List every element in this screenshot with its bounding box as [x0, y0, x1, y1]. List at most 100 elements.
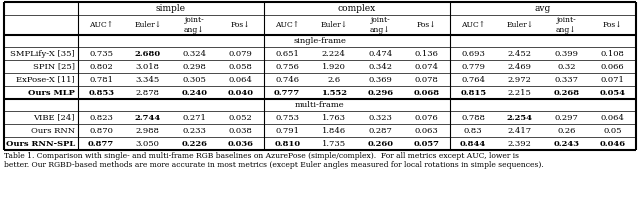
Text: 0.369: 0.369	[368, 75, 392, 84]
Text: 0.226: 0.226	[181, 139, 207, 147]
Text: 2.469: 2.469	[508, 62, 532, 70]
Text: Pos↓: Pos↓	[417, 21, 436, 29]
Text: Pos↓: Pos↓	[231, 21, 251, 29]
Text: 0.651: 0.651	[275, 50, 299, 57]
Text: 0.058: 0.058	[229, 62, 253, 70]
Text: Ours RNN-SPL: Ours RNN-SPL	[6, 139, 75, 147]
Text: 0.05: 0.05	[604, 126, 622, 134]
Text: 0.324: 0.324	[182, 50, 206, 57]
Text: joint-
ang↓: joint- ang↓	[556, 16, 577, 34]
Text: VIBE [24]: VIBE [24]	[33, 114, 75, 121]
Text: 2.254: 2.254	[507, 114, 532, 121]
Text: 0.243: 0.243	[553, 139, 579, 147]
Text: 0.802: 0.802	[90, 62, 113, 70]
Text: 1.735: 1.735	[322, 139, 346, 147]
Text: simple: simple	[156, 4, 186, 13]
Text: 0.753: 0.753	[275, 114, 300, 121]
Text: 0.038: 0.038	[229, 126, 253, 134]
Text: 2.392: 2.392	[508, 139, 532, 147]
Text: AUC↑: AUC↑	[275, 21, 300, 29]
Text: 0.268: 0.268	[553, 88, 579, 97]
Text: ExPose-X [11]: ExPose-X [11]	[16, 75, 75, 84]
Text: 0.271: 0.271	[182, 114, 206, 121]
Text: 0.260: 0.260	[367, 139, 393, 147]
Text: 2.6: 2.6	[327, 75, 340, 84]
Text: 2.680: 2.680	[134, 50, 161, 57]
Text: 0.066: 0.066	[601, 62, 625, 70]
Text: 0.823: 0.823	[90, 114, 113, 121]
Text: 0.853: 0.853	[88, 88, 115, 97]
Text: avg: avg	[535, 4, 551, 13]
Text: Table 1. Comparison with single- and multi-frame RGB baselines on AzurePose (sim: Table 1. Comparison with single- and mul…	[4, 152, 519, 160]
Text: 1.920: 1.920	[322, 62, 346, 70]
Text: 0.136: 0.136	[415, 50, 438, 57]
Text: 0.287: 0.287	[368, 126, 392, 134]
Text: 0.777: 0.777	[274, 88, 300, 97]
Text: 0.342: 0.342	[368, 62, 392, 70]
Text: Euler↓: Euler↓	[320, 21, 348, 29]
Text: 0.693: 0.693	[461, 50, 485, 57]
Text: 0.108: 0.108	[601, 50, 625, 57]
Text: Pos↓: Pos↓	[603, 21, 623, 29]
Text: 0.305: 0.305	[182, 75, 206, 84]
Text: 0.32: 0.32	[557, 62, 575, 70]
Text: joint-
ang↓: joint- ang↓	[184, 16, 205, 34]
Text: 3.018: 3.018	[136, 62, 160, 70]
Text: 0.781: 0.781	[89, 75, 113, 84]
Text: 1.846: 1.846	[322, 126, 346, 134]
Text: 0.057: 0.057	[413, 139, 440, 147]
Text: 0.054: 0.054	[600, 88, 626, 97]
Text: 0.870: 0.870	[90, 126, 113, 134]
Text: 0.063: 0.063	[415, 126, 438, 134]
Text: 0.764: 0.764	[461, 75, 485, 84]
Text: 2.452: 2.452	[508, 50, 532, 57]
Text: 0.297: 0.297	[554, 114, 578, 121]
Text: 0.26: 0.26	[557, 126, 575, 134]
Text: AUC↑: AUC↑	[89, 21, 113, 29]
Text: multi-frame: multi-frame	[295, 101, 345, 109]
Text: 0.064: 0.064	[601, 114, 625, 121]
Text: 0.064: 0.064	[229, 75, 253, 84]
Text: 0.046: 0.046	[600, 139, 626, 147]
Text: 0.756: 0.756	[275, 62, 299, 70]
Text: 0.074: 0.074	[415, 62, 439, 70]
Text: SPIN [25]: SPIN [25]	[33, 62, 75, 70]
Text: 0.399: 0.399	[554, 50, 579, 57]
Text: Ours RNN: Ours RNN	[31, 126, 75, 134]
Text: 3.345: 3.345	[136, 75, 160, 84]
Text: 0.036: 0.036	[228, 139, 253, 147]
Text: 2.417: 2.417	[508, 126, 532, 134]
Text: SMPLify-X [35]: SMPLify-X [35]	[10, 50, 75, 57]
Text: 0.298: 0.298	[182, 62, 206, 70]
Text: 0.791: 0.791	[275, 126, 300, 134]
Text: 2.878: 2.878	[136, 88, 160, 97]
Text: 0.337: 0.337	[554, 75, 579, 84]
Text: 3.050: 3.050	[136, 139, 160, 147]
Text: 0.474: 0.474	[368, 50, 392, 57]
Text: 1.552: 1.552	[321, 88, 347, 97]
Text: 0.068: 0.068	[413, 88, 440, 97]
Text: 0.052: 0.052	[229, 114, 253, 121]
Text: 0.323: 0.323	[368, 114, 392, 121]
Text: 0.735: 0.735	[89, 50, 113, 57]
Text: AUC↑: AUC↑	[461, 21, 485, 29]
Text: 2.215: 2.215	[508, 88, 532, 97]
Text: Ours MLP: Ours MLP	[28, 88, 75, 97]
Text: 0.779: 0.779	[461, 62, 485, 70]
Text: 0.815: 0.815	[460, 88, 486, 97]
Text: better. Our RGBD-based methods are more accurate in most metrics (except Euler a: better. Our RGBD-based methods are more …	[4, 161, 544, 169]
Text: 1.763: 1.763	[322, 114, 346, 121]
Text: 0.233: 0.233	[182, 126, 206, 134]
Text: complex: complex	[338, 4, 376, 13]
Text: 0.071: 0.071	[601, 75, 625, 84]
Text: 2.988: 2.988	[136, 126, 160, 134]
Text: 0.746: 0.746	[275, 75, 300, 84]
Text: 0.844: 0.844	[460, 139, 486, 147]
Text: 2.744: 2.744	[134, 114, 161, 121]
Text: Euler↓: Euler↓	[506, 21, 533, 29]
Text: 0.040: 0.040	[228, 88, 253, 97]
Text: 2.972: 2.972	[508, 75, 532, 84]
Text: 0.079: 0.079	[229, 50, 253, 57]
Text: 0.076: 0.076	[415, 114, 438, 121]
Text: 0.877: 0.877	[88, 139, 115, 147]
